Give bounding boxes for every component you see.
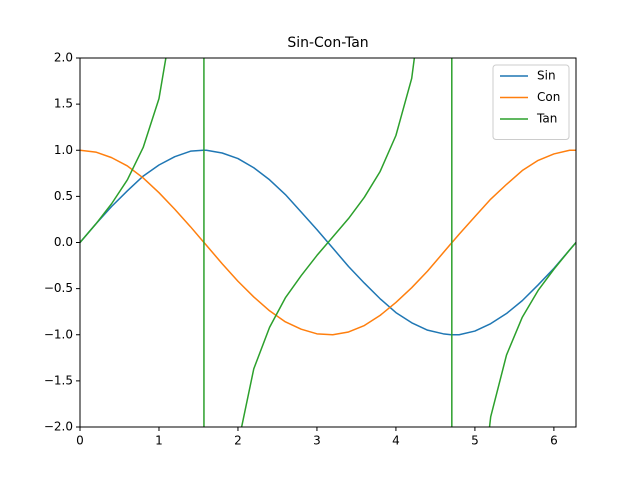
y-tick-label: 0.5 <box>54 189 73 203</box>
legend-label: Sin <box>537 69 556 83</box>
legend-label: Tan <box>536 112 557 126</box>
x-tick-label: 6 <box>550 434 558 448</box>
x-tick-label: 0 <box>76 434 84 448</box>
y-tick-label: 1.5 <box>54 97 73 111</box>
legend-box <box>492 64 570 140</box>
x-tick-label: 1 <box>155 434 163 448</box>
series-line <box>80 58 576 427</box>
x-tick-label: 3 <box>313 434 321 448</box>
series-line <box>80 149 576 336</box>
y-tick-label: −1.5 <box>44 373 73 387</box>
legend-label: Con <box>537 90 560 104</box>
y-tick-label: 2.0 <box>54 51 73 65</box>
x-tick-label: 5 <box>471 434 479 448</box>
y-tick-label: −2.0 <box>44 420 73 434</box>
y-tick-label: −0.5 <box>44 281 73 295</box>
x-tick-label: 4 <box>392 434 400 448</box>
y-tick-label: −1.0 <box>44 327 73 341</box>
y-tick-label: 0.0 <box>54 235 73 249</box>
x-tick-label: 2 <box>234 434 242 448</box>
y-tick-label: 1.0 <box>54 143 73 157</box>
chart-title: Sin-Con-Tan <box>287 35 368 51</box>
series-line <box>80 149 576 336</box>
plot-area <box>80 58 576 427</box>
